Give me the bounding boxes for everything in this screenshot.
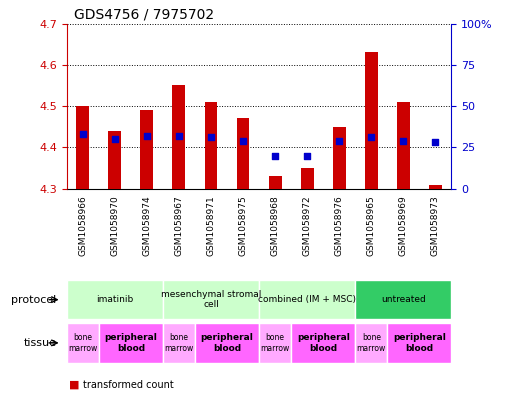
Text: tissue: tissue — [24, 338, 56, 348]
Text: untreated: untreated — [381, 295, 426, 304]
Point — [399, 138, 407, 144]
Text: bone
marrow: bone marrow — [164, 333, 193, 353]
Bar — [259, 280, 355, 320]
Bar — [163, 280, 259, 320]
Text: GSM1058968: GSM1058968 — [270, 195, 280, 256]
Text: GSM1058975: GSM1058975 — [239, 195, 248, 256]
Text: GSM1058974: GSM1058974 — [142, 195, 151, 256]
Text: GSM1058971: GSM1058971 — [206, 195, 215, 256]
Point — [303, 152, 311, 159]
Text: mesenchymal stromal
cell: mesenchymal stromal cell — [161, 290, 261, 309]
Bar — [301, 168, 313, 189]
Point — [78, 131, 87, 137]
Point — [431, 139, 440, 145]
Point — [175, 133, 183, 139]
Text: transformed count: transformed count — [83, 380, 174, 390]
Bar — [67, 323, 98, 363]
Bar — [205, 102, 218, 189]
Bar — [365, 52, 378, 189]
Bar — [195, 323, 259, 363]
Text: peripheral
blood: peripheral blood — [393, 333, 446, 353]
Bar — [76, 106, 89, 189]
Point — [111, 136, 119, 142]
Text: GSM1058966: GSM1058966 — [78, 195, 87, 256]
Bar — [98, 323, 163, 363]
Text: protocol: protocol — [11, 295, 56, 305]
Point — [335, 138, 343, 144]
Bar — [291, 323, 355, 363]
Bar — [387, 323, 451, 363]
Text: combined (IM + MSC): combined (IM + MSC) — [258, 295, 356, 304]
Point — [143, 133, 151, 139]
Text: GSM1058973: GSM1058973 — [431, 195, 440, 256]
Text: imatinib: imatinib — [96, 295, 133, 304]
Text: GSM1058969: GSM1058969 — [399, 195, 408, 256]
Text: GSM1058967: GSM1058967 — [174, 195, 184, 256]
Text: GSM1058970: GSM1058970 — [110, 195, 120, 256]
Text: ■: ■ — [69, 380, 80, 390]
Bar — [355, 280, 451, 320]
Text: bone
marrow: bone marrow — [261, 333, 290, 353]
Bar — [163, 323, 195, 363]
Bar — [397, 102, 410, 189]
Bar — [333, 127, 346, 189]
Point — [367, 134, 376, 141]
Bar — [429, 184, 442, 189]
Bar — [172, 85, 185, 189]
Text: GSM1058972: GSM1058972 — [303, 195, 312, 256]
Point — [207, 134, 215, 141]
Bar — [259, 323, 291, 363]
Text: GSM1058965: GSM1058965 — [367, 195, 376, 256]
Bar — [355, 323, 387, 363]
Bar — [67, 280, 163, 320]
Text: bone
marrow: bone marrow — [357, 333, 386, 353]
Text: GSM1058976: GSM1058976 — [334, 195, 344, 256]
Bar — [269, 176, 282, 189]
Point — [271, 152, 279, 159]
Bar — [236, 118, 249, 189]
Bar — [108, 131, 121, 189]
Text: peripheral
blood: peripheral blood — [104, 333, 157, 353]
Text: bone
marrow: bone marrow — [68, 333, 97, 353]
Bar — [141, 110, 153, 189]
Text: peripheral
blood: peripheral blood — [297, 333, 350, 353]
Text: peripheral
blood: peripheral blood — [201, 333, 253, 353]
Point — [239, 138, 247, 144]
Text: GDS4756 / 7975702: GDS4756 / 7975702 — [74, 7, 214, 21]
